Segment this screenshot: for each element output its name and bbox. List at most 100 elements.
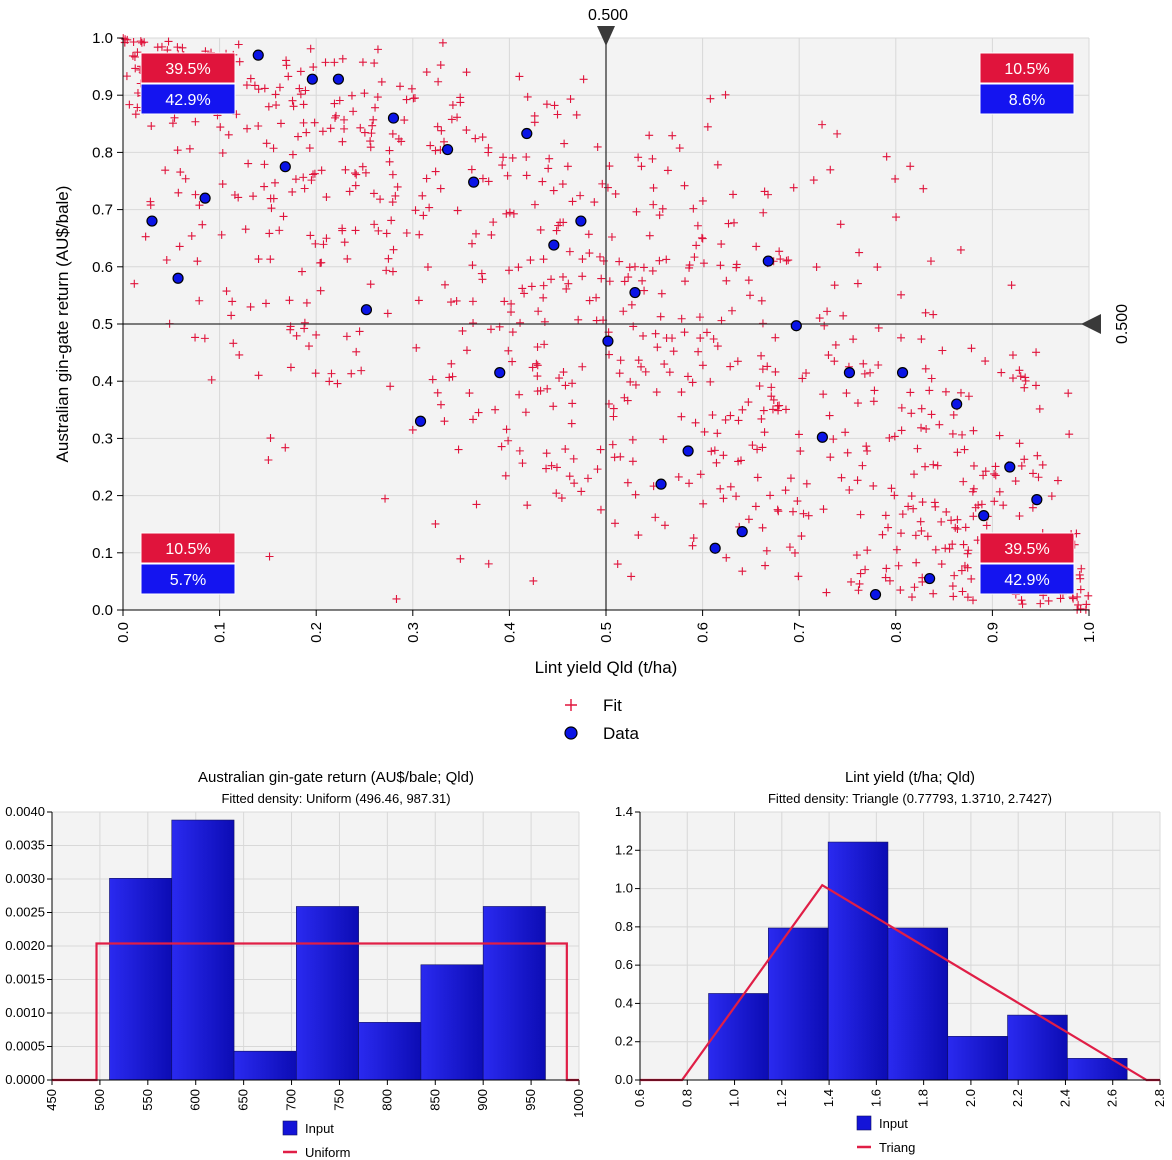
data-point <box>441 143 454 156</box>
quadrant-bottom-left-fit-value: 10.5% <box>165 541 210 558</box>
fit-points <box>119 34 1093 614</box>
return-histogram-subtitle: Fitted density: Uniform (496.46, 987.31) <box>221 791 450 806</box>
h1-legend-input-swatch <box>282 1120 298 1136</box>
scatter-x-tick-label: 0.8 <box>888 622 905 643</box>
quadrant-top-right-fit-value: 10.5% <box>1004 61 1049 78</box>
scatter-y-tick-label: 0.3 <box>92 430 113 447</box>
h1-bar <box>296 906 359 1081</box>
legend-fit-marker <box>565 699 577 711</box>
scatter-x-tick-label: 0.6 <box>695 622 712 643</box>
h2-x-tick-label: 2.2 <box>1010 1089 1025 1107</box>
h1-bar <box>171 819 235 1081</box>
quadrant-top-right-fit-box <box>979 52 1075 84</box>
h2-x-tick-label: 1.2 <box>774 1089 789 1107</box>
data-point <box>306 73 318 85</box>
data-point <box>172 272 184 284</box>
data-point <box>869 588 882 601</box>
scatter-x-tick-label: 0.2 <box>308 622 325 643</box>
quadrant-bottom-left-fit-box <box>140 532 236 564</box>
data-point <box>360 304 373 316</box>
h1-bar <box>482 906 546 1081</box>
h1-legend-input-label: Input <box>305 1121 334 1136</box>
h2-y-tick-label: 0.8 <box>615 919 633 934</box>
quadrant-bottom-right-fit-value: 39.5% <box>1004 541 1049 558</box>
scatter-y-tick-label: 0.9 <box>92 87 113 104</box>
h1-y-tick-label: 0.0040 <box>5 804 45 819</box>
h1-bar <box>233 1050 297 1081</box>
scatter-x-tick-label: 0.5 <box>598 622 615 643</box>
scatter-x-tick-label: 0.9 <box>984 622 1001 643</box>
data-point <box>468 176 480 188</box>
quadrant-bottom-right-fit-box <box>979 532 1075 564</box>
quadrant-top-right-data-value: 8.6% <box>1009 92 1045 109</box>
data-point <box>1031 494 1043 506</box>
h2-y-tick-label: 1.2 <box>615 842 633 857</box>
return-histogram: Australian gin-gate return (AU$/bale; Ql… <box>5 769 586 1160</box>
scatter-y-tick-label: 0.5 <box>92 316 113 333</box>
data-point <box>1004 461 1016 473</box>
h1-x-tick-label: 950 <box>523 1089 538 1111</box>
reference-lines: 0.500 0.500 <box>123 7 1131 610</box>
h1-bar <box>109 878 173 1081</box>
data-point <box>924 572 936 585</box>
return-histogram-title: Australian gin-gate return (AU$/bale; Ql… <box>198 769 474 786</box>
quadrant-bottom-right-data-box <box>979 563 1075 595</box>
h2-x-tick-label: 0.6 <box>632 1089 647 1107</box>
h2-x-tick-label: 0.8 <box>679 1089 694 1107</box>
data-point <box>602 335 614 347</box>
h2-bar <box>827 841 889 1081</box>
quadrant-bottom-left-data-value: 5.7% <box>170 572 206 589</box>
quadrant-boxes: 39.5% 42.9% 10.5% 8.6% 10.5% 5.7% 39.5% 42.9% <box>140 52 1075 595</box>
data-point <box>682 445 694 457</box>
scatter-x-tick-label: 0.7 <box>791 622 808 643</box>
data-point <box>709 542 721 554</box>
h2-bar <box>1067 1058 1128 1081</box>
h2-x-tick-label: 1.4 <box>821 1089 836 1107</box>
data-point <box>414 415 427 427</box>
scatter-x-axis-title: Lint yield Qld (t/ha) <box>535 658 678 677</box>
scatter-legend: Fit Data <box>564 696 639 743</box>
quadrant-top-right-data-box <box>979 83 1075 115</box>
data-point <box>521 127 533 140</box>
h1-x-tick-label: 500 <box>92 1089 107 1111</box>
h1-y-tick-label: 0.0020 <box>5 938 45 953</box>
yield-histogram: Lint yield (t/ha; Qld) Fitted density: T… <box>615 769 1167 1155</box>
h2-y-tick-label: 0.4 <box>615 995 633 1010</box>
h2-bar <box>887 927 949 1081</box>
quadrant-top-left-data-box <box>140 83 236 115</box>
scatter-x-tick-label: 0.3 <box>405 622 422 643</box>
h1-x-tick-label: 600 <box>188 1089 203 1111</box>
data-point <box>387 112 400 124</box>
h2-bar <box>1007 1014 1068 1081</box>
data-point <box>332 73 345 85</box>
h2-y-tick-label: 0.6 <box>615 957 633 972</box>
quadrant-top-left-fit-box <box>140 52 236 84</box>
data-point <box>655 478 667 490</box>
data-point <box>790 320 802 332</box>
scatter-y-tick-label: 0.2 <box>92 488 113 505</box>
fit-point-markers <box>119 34 1093 614</box>
reference-marker-y <box>1081 314 1101 334</box>
h1-x-tick-label: 1000 <box>571 1089 586 1118</box>
h2-legend-density-label: Triang <box>879 1140 915 1155</box>
data-point <box>629 286 641 299</box>
data-point <box>843 367 856 379</box>
h1-x-tick-label: 550 <box>140 1089 155 1111</box>
h1-bar <box>358 1022 422 1081</box>
h2-x-tick-label: 1.8 <box>916 1089 931 1107</box>
legend-data-label: Data <box>603 724 639 743</box>
data-point <box>736 526 748 538</box>
data-point <box>896 367 909 379</box>
h2-y-tick-label: 1.0 <box>615 881 633 896</box>
h1-y-tick-label: 0.0035 <box>5 838 45 853</box>
quadrant-top-left-fit-value: 39.5% <box>165 61 210 78</box>
h2-x-tick-label: 2.0 <box>963 1089 978 1107</box>
h1-y-tick-label: 0.0015 <box>5 972 45 987</box>
h1-y-tick-label: 0.0030 <box>5 871 45 886</box>
data-point <box>279 161 291 173</box>
data-point <box>548 239 560 251</box>
data-point <box>951 398 963 410</box>
reference-label-x: 0.500 <box>588 7 628 24</box>
quadrant-bottom-right-data-value: 42.9% <box>1004 572 1049 589</box>
